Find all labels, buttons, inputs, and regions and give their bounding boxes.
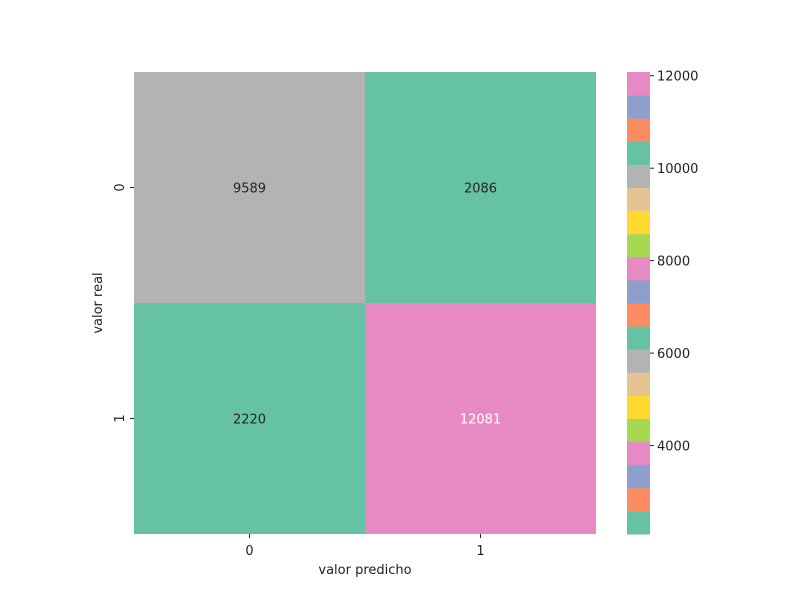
colorbar-segment xyxy=(627,303,650,327)
colorbar-segment xyxy=(627,372,650,396)
x-tick-label: 1 xyxy=(476,544,484,559)
colorbar-segment xyxy=(627,279,650,304)
colorbar-segment xyxy=(627,187,650,212)
cell-value-label: 9589 xyxy=(233,182,266,197)
colorbar-segment xyxy=(627,164,650,188)
colorbar-segment xyxy=(627,141,650,165)
y-axis-label: valor real xyxy=(91,272,106,333)
colorbar-tick-label: 12000 xyxy=(657,70,698,85)
colorbar-segment xyxy=(627,95,650,119)
cell-value-label: 12081 xyxy=(460,413,501,428)
heatmap-cells: 9589 2086 2220 12081 xyxy=(134,72,596,534)
colorbar-segment xyxy=(627,349,650,373)
heatmap-cell xyxy=(134,72,365,303)
colorbar-segment xyxy=(627,256,650,281)
colorbar-segment xyxy=(627,118,650,142)
colorbar-tick-label: 10000 xyxy=(657,162,698,177)
colorbar-segment xyxy=(627,72,650,96)
colorbar-segment xyxy=(627,487,650,512)
colorbar-segment xyxy=(627,210,650,235)
x-axis-label: valor predicho xyxy=(318,563,411,578)
colorbar-tick-label: 6000 xyxy=(657,347,690,362)
cell-value-label: 2086 xyxy=(464,182,497,197)
colorbar-segment xyxy=(627,233,650,258)
colorbar: 4000 6000 8000 10000 12000 xyxy=(627,70,698,535)
colorbar-segment xyxy=(627,441,650,466)
heatmap-cell xyxy=(365,303,596,534)
colorbar-segment xyxy=(627,418,650,443)
colorbar-segment xyxy=(627,326,650,350)
heatmap-cell xyxy=(365,72,596,303)
colorbar-segment xyxy=(627,510,650,535)
y-tick-label: 0 xyxy=(113,183,128,191)
x-tick-label: 0 xyxy=(245,544,253,559)
heatmap-cell xyxy=(134,303,365,534)
cell-value-label: 2220 xyxy=(233,413,266,428)
colorbar-segment xyxy=(627,464,650,489)
y-tick-label: 1 xyxy=(113,414,128,422)
colorbar-segment xyxy=(627,395,650,419)
colorbar-tick-label: 8000 xyxy=(657,255,690,270)
colorbar-tick-label: 4000 xyxy=(657,440,690,455)
y-axis-ticks: 01 xyxy=(113,183,134,423)
